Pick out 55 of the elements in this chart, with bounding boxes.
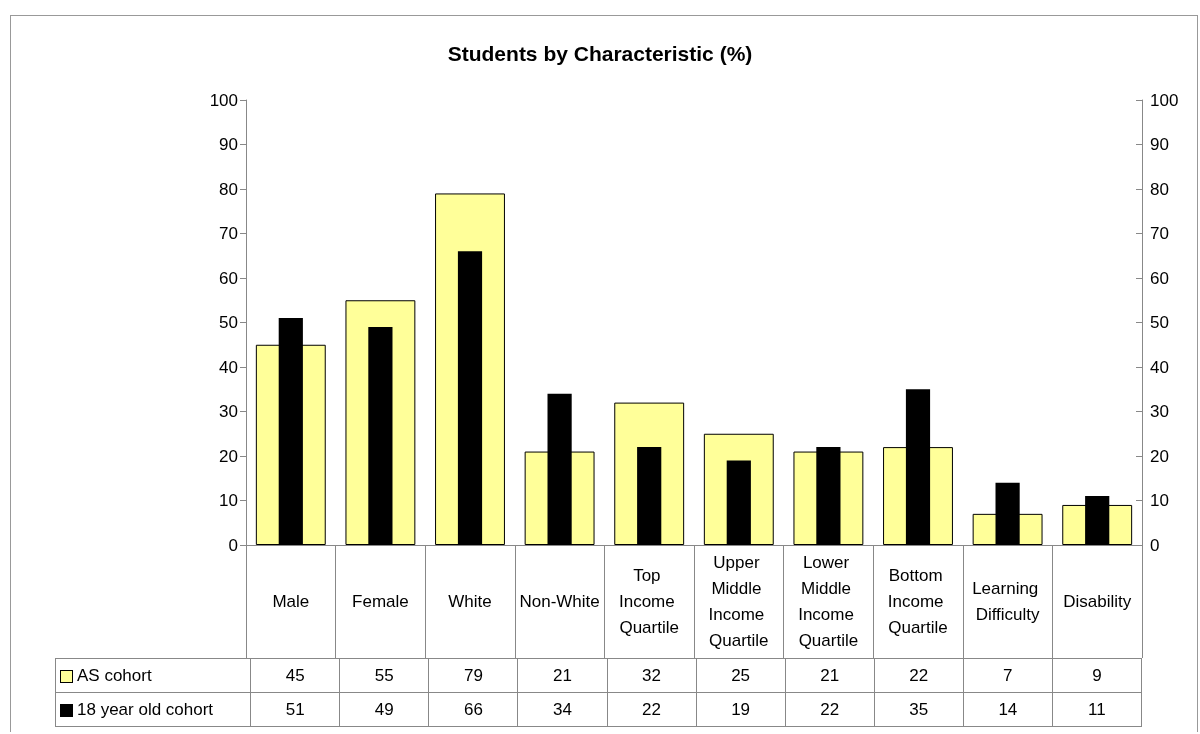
y2-tick-label: 100 <box>1150 90 1179 110</box>
y-tick-label: 0 <box>228 535 238 555</box>
y2-tick-label: 10 <box>1150 491 1169 510</box>
y-tick-label: 60 <box>219 268 238 288</box>
y-tick-label: 40 <box>219 357 238 377</box>
data-label: 35 <box>874 692 964 727</box>
x-tick-label: Female <box>352 591 409 611</box>
data-label: 11 <box>1052 692 1142 727</box>
data-label: 22 <box>607 692 697 727</box>
data-label: 14 <box>963 692 1053 727</box>
data-label: 66 <box>428 692 518 727</box>
y-tick-label: 70 <box>219 224 238 243</box>
data-label: 79 <box>428 658 518 693</box>
y2-tick-label: 40 <box>1150 357 1169 377</box>
y2-tick-label: 30 <box>1150 402 1169 421</box>
data-label: 21 <box>517 658 607 693</box>
y-tick-label: 90 <box>219 135 238 154</box>
y-tick-label: 20 <box>219 446 238 466</box>
x-tick-label: Upper Middle Income Quartile <box>708 552 770 650</box>
x-tick-label: White <box>448 591 492 611</box>
y-tick-label: 100 <box>209 90 238 110</box>
y2-tick-label: 50 <box>1150 313 1169 332</box>
data-label: 21 <box>785 658 875 693</box>
data-label: 51 <box>250 692 340 727</box>
data-label: 19 <box>696 692 786 727</box>
y2-tick-label: 80 <box>1150 179 1169 199</box>
x-tick-label: Lower Middle Income Quartile <box>798 552 859 650</box>
y2-tick-label: 90 <box>1150 135 1169 154</box>
data-label: 25 <box>696 658 786 693</box>
x-tick-label: Learning Difficulty <box>972 578 1044 624</box>
data-label: 22 <box>874 658 964 693</box>
y-tick-label: 10 <box>219 491 238 510</box>
y2-tick-label: 60 <box>1150 268 1169 288</box>
y-tick-label: 80 <box>219 179 238 199</box>
data-label: 9 <box>1052 658 1142 693</box>
data-label: 34 <box>517 692 607 727</box>
x-tick-label: Non-White <box>519 591 600 611</box>
data-label: 45 <box>250 658 340 693</box>
x-tick-label: Disability <box>1063 591 1132 611</box>
y2-tick-label: 0 <box>1150 535 1160 555</box>
x-tick-label: Bottom Income Quartile <box>887 565 949 637</box>
data-label: 49 <box>339 692 429 727</box>
data-label: 22 <box>785 692 875 727</box>
y-tick-label: 30 <box>219 402 238 421</box>
x-tick-label: Male <box>272 591 310 611</box>
y2-tick-label: 20 <box>1150 446 1169 466</box>
legend-label: 18 year old cohort <box>55 692 251 727</box>
chart-title: Students by Characteristic (%) <box>447 42 753 65</box>
y-tick-label: 50 <box>219 313 238 332</box>
data-label: 32 <box>607 658 697 693</box>
legend-label: AS cohort <box>55 658 251 693</box>
data-label: 55 <box>339 658 429 693</box>
y2-tick-label: 70 <box>1150 224 1169 243</box>
data-label: 7 <box>963 658 1053 693</box>
x-tick-label: Top Income Quartile <box>618 565 680 637</box>
